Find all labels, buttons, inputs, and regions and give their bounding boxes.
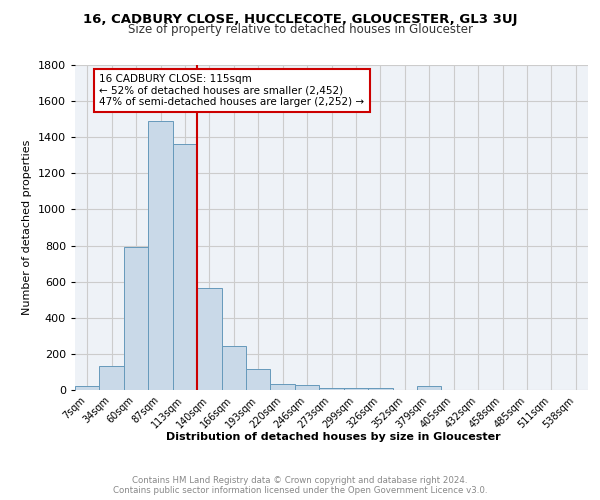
Y-axis label: Number of detached properties: Number of detached properties <box>22 140 32 315</box>
Bar <box>295 385 319 390</box>
Bar <box>417 386 442 390</box>
Text: 16 CADBURY CLOSE: 115sqm
← 52% of detached houses are smaller (2,452)
47% of sem: 16 CADBURY CLOSE: 115sqm ← 52% of detach… <box>100 74 365 107</box>
Bar <box>75 386 100 390</box>
Bar <box>221 346 246 390</box>
Bar <box>124 248 148 390</box>
Text: Contains HM Land Registry data © Crown copyright and database right 2024.
Contai: Contains HM Land Registry data © Crown c… <box>113 476 487 495</box>
Text: 16, CADBURY CLOSE, HUCCLECOTE, GLOUCESTER, GL3 3UJ: 16, CADBURY CLOSE, HUCCLECOTE, GLOUCESTE… <box>83 12 517 26</box>
Text: Size of property relative to detached houses in Gloucester: Size of property relative to detached ho… <box>128 22 473 36</box>
Text: Distribution of detached houses by size in Gloucester: Distribution of detached houses by size … <box>166 432 500 442</box>
Bar <box>271 384 295 390</box>
Bar <box>344 388 368 390</box>
Bar <box>368 388 392 390</box>
Bar <box>246 369 271 390</box>
Bar <box>197 288 221 390</box>
Bar <box>173 144 197 390</box>
Bar <box>148 121 173 390</box>
Bar <box>319 388 344 390</box>
Bar <box>100 366 124 390</box>
